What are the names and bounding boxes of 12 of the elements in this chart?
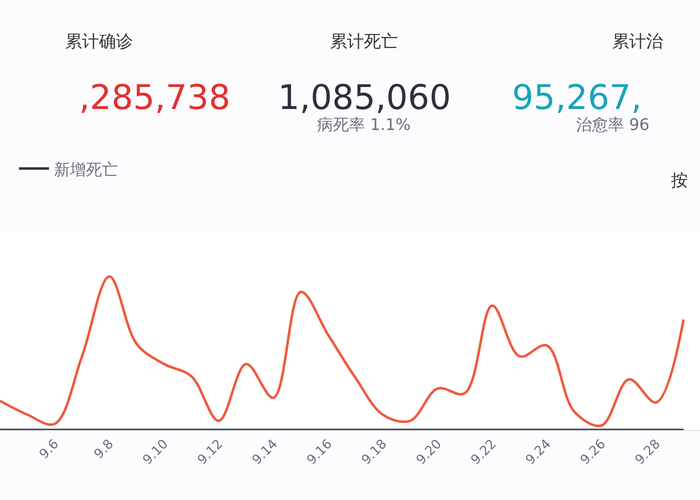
text: 累计确诊 — [65, 32, 133, 52]
text: 治愈率 96 — [576, 115, 650, 134]
text: 按 — [671, 171, 688, 191]
text: ,285,738 — [79, 78, 230, 118]
text: 累计治 — [612, 32, 663, 52]
text: 病死率 1.1% — [317, 115, 411, 134]
legend-label: 新增死亡 — [54, 160, 118, 179]
text: 95,267, — [512, 78, 642, 118]
x-tick-label: 9.8 — [92, 436, 117, 462]
text: 1,085,060 — [278, 78, 452, 118]
x-tick-label: 9.6 — [36, 436, 62, 462]
text: 累计死亡 — [330, 32, 398, 52]
